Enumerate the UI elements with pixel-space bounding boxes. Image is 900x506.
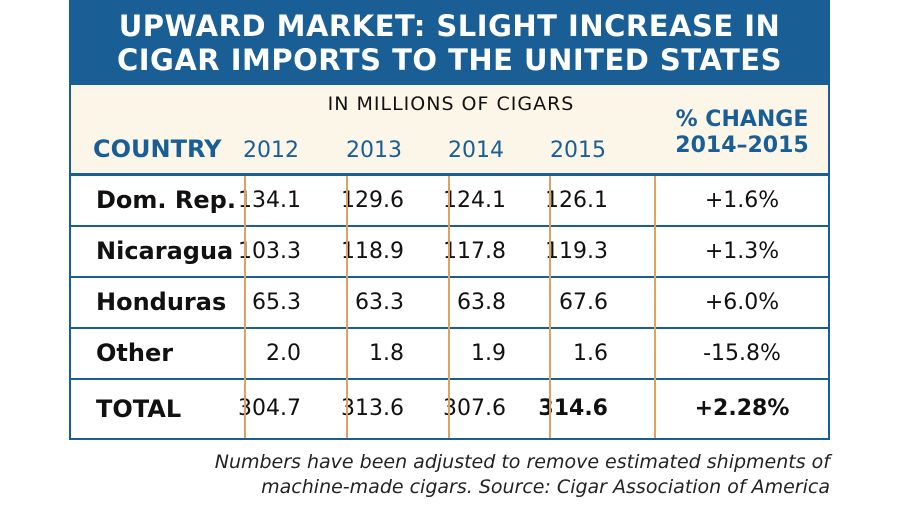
value-cell: 1.8 — [369, 341, 404, 366]
column-divider — [244, 176, 246, 438]
value-cell: 307.6 — [443, 396, 506, 421]
change-cell: +1.3% — [704, 239, 780, 264]
column-divider — [654, 176, 656, 438]
table-row: TOTAL 304.7 313.6 307.6 314.6 +2.28% — [71, 380, 828, 440]
value-cell: 67.6 — [559, 290, 608, 315]
value-cell: 304.7 — [238, 396, 301, 421]
column-divider — [346, 176, 348, 438]
value-cell: 129.6 — [341, 188, 404, 213]
change-cell: -15.8% — [703, 341, 781, 366]
country-cell: Nicaragua — [96, 237, 234, 265]
value-cell: 2.0 — [266, 341, 301, 366]
change-cell: +1.6% — [704, 188, 780, 213]
value-cell: 126.1 — [545, 188, 608, 213]
table-row: Nicaragua 103.3 118.9 117.8 119.3 +1.3% — [71, 227, 828, 278]
value-cell: 63.3 — [355, 290, 404, 315]
title-line-2: CIGAR IMPORTS TO THE UNITED STATES — [116, 43, 783, 77]
data-table: UPWARD MARKET: SLIGHT INCREASE IN CIGAR … — [69, 0, 830, 440]
change-cell: +2.28% — [694, 396, 790, 421]
country-cell: Other — [96, 339, 174, 367]
value-cell: 117.8 — [443, 239, 506, 264]
country-header: COUNTRY — [93, 135, 222, 163]
value-cell: 103.3 — [238, 239, 301, 264]
note-line-1: Numbers have been adjusted to remove est… — [214, 451, 830, 473]
change-header-line-2: 2014–2015 — [675, 133, 809, 158]
country-cell: Dom. Rep. — [96, 186, 236, 214]
country-cell: TOTAL — [96, 395, 182, 423]
title-line-1: UPWARD MARKET: SLIGHT INCREASE IN — [118, 9, 781, 43]
value-cell: 314.6 — [538, 396, 608, 421]
value-cell: 65.3 — [252, 290, 301, 315]
table-row: Other 2.0 1.8 1.9 1.6 -15.8% — [71, 329, 828, 380]
table-header: IN MILLIONS OF CIGARS COUNTRY 2012 2013 20… — [71, 85, 828, 176]
year-header: 2014 — [448, 138, 504, 163]
country-cell: Honduras — [96, 288, 227, 316]
change-header: % CHANGE 2014–2015 — [656, 107, 828, 159]
change-header-line-1: % CHANGE — [675, 107, 809, 132]
value-cell: 1.9 — [471, 341, 506, 366]
value-cell: 134.1 — [238, 188, 301, 213]
value-cell: 119.3 — [545, 239, 608, 264]
year-header: 2013 — [346, 138, 402, 163]
value-cell: 313.6 — [341, 396, 404, 421]
value-cell: 124.1 — [443, 188, 506, 213]
table-title: UPWARD MARKET: SLIGHT INCREASE IN CIGAR … — [71, 0, 828, 85]
value-cell: 63.8 — [457, 290, 506, 315]
note-line-2: machine-made cigars. Source: Cigar Assoc… — [261, 476, 830, 498]
value-cell: 118.9 — [341, 239, 404, 264]
column-divider — [549, 176, 551, 438]
unit-label: IN MILLIONS OF CIGARS — [327, 93, 575, 115]
year-header: 2012 — [243, 138, 299, 163]
year-header: 2015 — [550, 138, 606, 163]
column-divider — [448, 176, 450, 438]
table-row: Dom. Rep. 134.1 129.6 124.1 126.1 +1.6% — [71, 176, 828, 227]
source-note: Numbers have been adjusted to remove est… — [215, 450, 830, 500]
value-cell: 1.6 — [573, 341, 608, 366]
change-cell: +6.0% — [704, 290, 780, 315]
